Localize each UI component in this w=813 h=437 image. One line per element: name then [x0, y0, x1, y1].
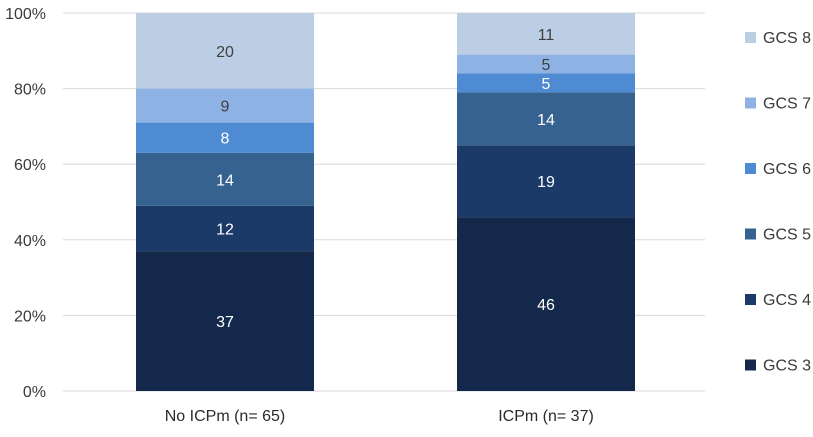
legend-label: GCS 7 — [763, 96, 811, 113]
legend-label: GCS 6 — [763, 161, 811, 178]
legend-label: GCS 5 — [763, 227, 811, 244]
data-label: 14 — [537, 112, 555, 129]
legend: GCS 8 GCS 7 GCS 6 GCS 5 GCS 4 GCS 3 — [745, 30, 811, 375]
y-tick-label: 40% — [14, 233, 46, 250]
bar-segment-gcs-4 — [136, 205, 314, 252]
legend-label: GCS 8 — [763, 30, 811, 47]
data-label: 8 — [221, 131, 230, 148]
bar-segment-gcs-5 — [136, 152, 314, 206]
legend-swatch — [745, 294, 756, 305]
bar-segment-gcs-8 — [457, 13, 635, 55]
bar-segment-gcs-7 — [457, 54, 635, 74]
data-label: 12 — [216, 221, 234, 238]
data-label: 5 — [542, 76, 551, 93]
bar-segment-gcs-5 — [457, 92, 635, 146]
bar-segment-gcs-6 — [457, 73, 635, 93]
data-label: 11 — [538, 27, 555, 44]
bars: 37 12 14 8 9 20 46 19 14 5 5 11 — [136, 13, 635, 391]
bar-segment-gcs-3 — [136, 251, 314, 391]
legend-swatch — [745, 163, 756, 174]
legend-label: GCS 3 — [763, 358, 811, 375]
data-label: 14 — [216, 172, 234, 189]
x-axis-categories: No ICPm (n= 65) ICPm (n= 37) — [165, 408, 594, 425]
y-tick-label: 80% — [14, 82, 46, 99]
y-axis-ticks: 0% 20% 40% 60% 80% 100% — [5, 6, 46, 401]
data-label: 9 — [221, 99, 230, 116]
x-category-label: No ICPm (n= 65) — [165, 408, 285, 425]
bar-segment-gcs-8 — [136, 13, 314, 89]
data-label: 20 — [216, 44, 234, 61]
bar-segment-gcs-7 — [136, 88, 314, 123]
legend-swatch — [745, 359, 756, 371]
x-category-label: ICPm (n= 37) — [498, 408, 594, 425]
y-tick-label: 20% — [14, 308, 46, 325]
data-label: 5 — [542, 57, 551, 74]
bar-segment-gcs-4 — [457, 145, 635, 218]
data-label: 37 — [216, 314, 234, 331]
y-tick-label: 100% — [5, 6, 46, 23]
legend-swatch — [745, 228, 756, 240]
y-tick-label: 0% — [23, 384, 46, 401]
legend-swatch — [745, 97, 756, 109]
data-label: 19 — [537, 174, 555, 191]
legend-swatch — [745, 32, 756, 43]
bar-segment-gcs-6 — [136, 122, 314, 153]
y-tick-label: 60% — [14, 157, 46, 174]
legend-label: GCS 4 — [763, 292, 811, 309]
bar-segment-gcs-3 — [457, 217, 635, 391]
data-label: 46 — [537, 297, 555, 314]
